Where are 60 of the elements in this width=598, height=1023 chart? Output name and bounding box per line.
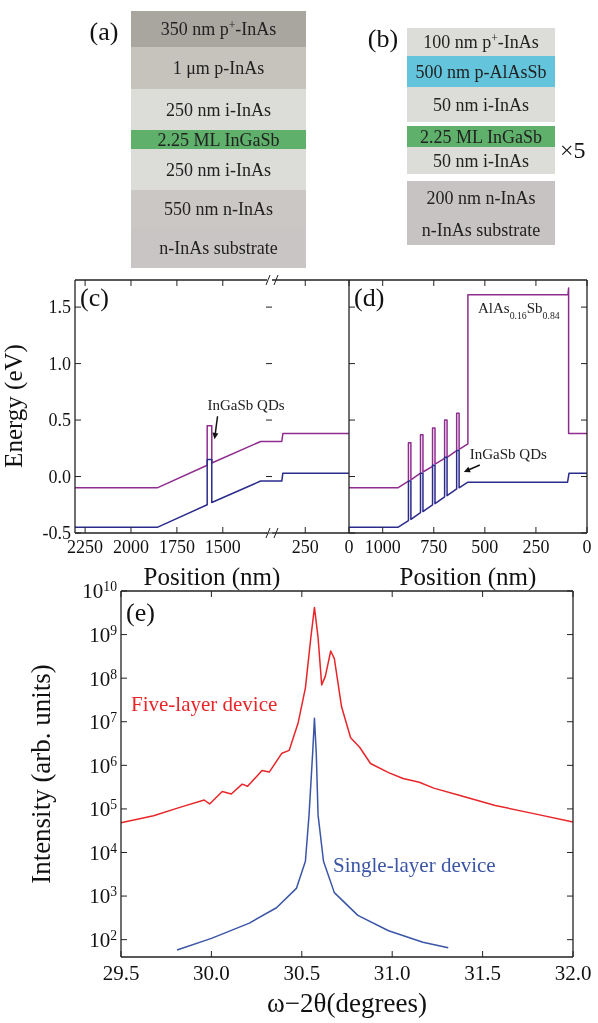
- y-tick-label: 10$^{8}$: [89, 666, 118, 691]
- y-tick-label: 0.5: [48, 410, 71, 431]
- text: (a): [89, 17, 119, 46]
- category-label: 350 nm p$^{+}$-InAs: [160, 18, 277, 39]
- x-tick-label: 250: [522, 537, 550, 557]
- text: (b): [367, 24, 399, 53]
- x-axis-title: ω−2θ(degrees): [267, 988, 427, 1018]
- category-label: 550 nm n-InAs: [164, 199, 273, 219]
- category-label: 1 μm p-InAs: [172, 58, 265, 78]
- category-label: 250 nm i-InAs: [166, 159, 271, 180]
- x-tick-label: 31.5: [464, 961, 501, 985]
- x-tick-label: 1500: [204, 537, 241, 557]
- annotation: InGaSb QDs: [207, 397, 285, 414]
- x-tick-label: 0: [344, 537, 354, 557]
- y-tick-label: -0.5: [42, 523, 71, 544]
- x-tick-label: 500: [471, 537, 499, 557]
- category-label: n-InAs substrate: [421, 219, 541, 240]
- chart-title: (c): [80, 283, 109, 312]
- x-tick-label: 2000: [113, 537, 149, 557]
- category-label: n-InAs substrate: [159, 238, 278, 258]
- y-tick-label: 10$^{7}$: [89, 709, 118, 735]
- y-tick-label: 0.0: [48, 466, 71, 487]
- x-axis-title: Position (nm): [399, 563, 537, 591]
- chart-title: (e): [126, 598, 155, 627]
- x-tick-label: 1750: [158, 537, 195, 557]
- y-axis-title: Energy (eV): [0, 344, 28, 468]
- series-label: Single-layer device: [333, 853, 496, 877]
- y-tick-label: 10$^{6}$: [89, 753, 118, 778]
- y-axis-title: Intensity (arb. units): [26, 664, 56, 884]
- category-label: 2.25 ML InGaSb: [157, 129, 280, 150]
- x-tick-label: 30.0: [193, 961, 230, 985]
- chart-title: (d): [354, 283, 385, 312]
- x-tick-label: 31.0: [373, 961, 411, 985]
- annotation: InGaSb QDs: [469, 446, 548, 463]
- x-axis-title: Position (nm): [143, 563, 281, 591]
- category-label: 2.25 ML InGaSb: [420, 126, 542, 147]
- y-tick-label: 10$^{2}$: [89, 927, 118, 953]
- text: ×5: [560, 137, 586, 163]
- category-label: 50 nm i-InAs: [433, 94, 529, 115]
- y-tick-label: 1.5: [48, 297, 71, 318]
- x-tick-label: 250: [291, 537, 319, 557]
- category-label: 200 nm n-InAs: [426, 187, 536, 208]
- x-tick-label: 1000: [364, 537, 401, 557]
- annotation: AlAs$_{0.16}$Sb$_{0.84}$: [478, 300, 560, 321]
- y-tick-label: 1.0: [48, 353, 71, 374]
- category-label: 100 nm p$^{+}$-InAs: [423, 31, 539, 52]
- category-label: 500 nm p-AlAsSb: [415, 61, 547, 82]
- x-tick-label: 0: [582, 537, 592, 557]
- x-tick-label: 750: [420, 537, 448, 557]
- x-tick-label: 30.5: [283, 961, 321, 985]
- x-tick-label: 32.0: [554, 961, 592, 985]
- x-tick-label: 29.5: [102, 961, 140, 985]
- y-tick-label: 10$^{9}$: [89, 622, 118, 647]
- y-tick-label: 10$^{4}$: [89, 840, 118, 865]
- category-label: 250 nm i-InAs: [166, 99, 271, 120]
- y-tick-label: 10$^{3}$: [89, 883, 118, 909]
- series-label: Five-layer device: [131, 692, 278, 716]
- y-tick-label: 10$^{10}$: [82, 578, 118, 604]
- category-label: 50 nm i-InAs: [433, 150, 529, 171]
- y-tick-label: 10$^{5}$: [89, 796, 118, 822]
